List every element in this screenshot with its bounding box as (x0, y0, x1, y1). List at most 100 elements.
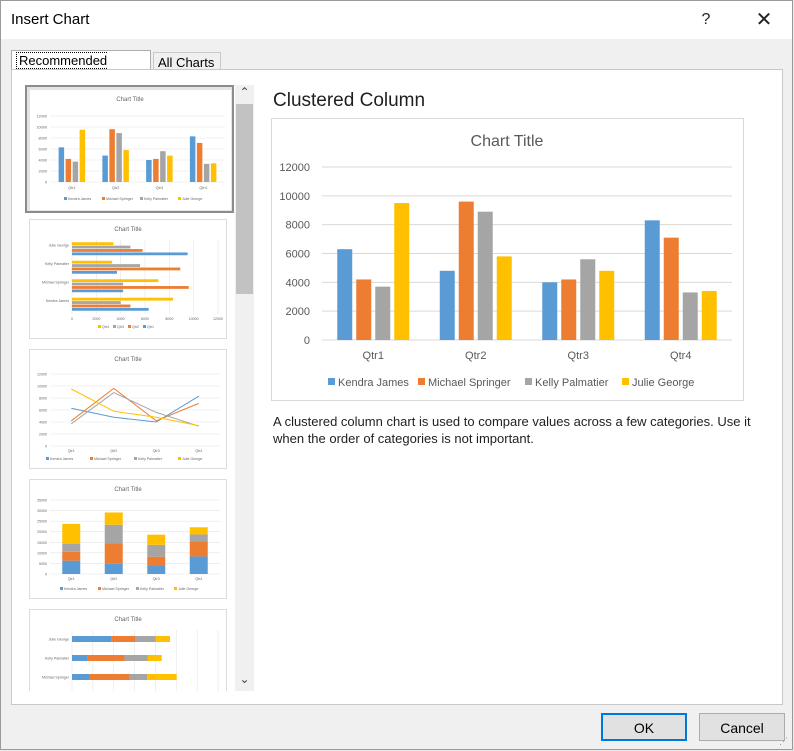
thumb-bar (72, 260, 113, 264)
scroll-up-arrow-icon[interactable]: ⌃ (239, 85, 250, 99)
thumb-y-tick: 10000 (37, 385, 47, 389)
thumb-stacked-segment (104, 512, 123, 525)
thumb-legend-swatch (64, 197, 67, 200)
thumb-stacked-segment (72, 674, 90, 680)
scroll-down-arrow-icon[interactable]: ⌄ (239, 672, 250, 686)
thumb-y-tick: 2000 (39, 170, 47, 174)
thumb-stacked-segment (147, 556, 166, 566)
thumb-stacked-segment (147, 565, 166, 574)
legend-swatch (622, 378, 629, 385)
y-tick-label: 0 (304, 335, 310, 347)
bar-kelly-palmatier-qtr4 (682, 292, 698, 340)
thumb-line-series (70, 392, 199, 427)
thumb-bar (203, 163, 210, 182)
thumb-line-series (71, 395, 200, 423)
thumb-bar (72, 242, 114, 246)
y-tick-label: 2000 (286, 306, 310, 318)
thumb-category-label: Kelly Palmatier (45, 657, 70, 661)
legend-swatch (418, 378, 425, 385)
thumbnail-stacked-bar[interactable]: Chart Title Julie George Kelly Palmatier Mi… (29, 609, 227, 691)
thumb-legend-swatch (174, 587, 177, 590)
thumb-stacked-segment (124, 655, 148, 661)
thumb-x-tick: Qtr3 (153, 577, 160, 581)
y-tick-label: 4000 (286, 277, 310, 289)
thumb-x-tick: 10000 (189, 317, 199, 321)
thumb-legend-entry: Qtr4 (102, 325, 109, 329)
thumb-y-tick: 25000 (37, 520, 47, 524)
thumb-title: Chart Title (114, 487, 142, 493)
help-button[interactable]: ? (701, 11, 711, 28)
thumb-y-tick: 10000 (36, 126, 47, 130)
thumb-y-tick: 12000 (36, 115, 47, 119)
thumb-y-tick: 0 (45, 573, 47, 577)
thumb-title: Chart Title (114, 227, 142, 233)
thumb-x-tick: Qtr4 (199, 186, 206, 190)
thumb-line-series (71, 388, 199, 427)
close-button[interactable]: ✕ (755, 9, 773, 31)
preview-chart-svg: Chart Title 0 2000 4000 6000 8000 10000 12000 Qt… (279, 133, 732, 389)
thumb-y-tick: 15000 (37, 541, 47, 545)
thumb-legend-entry: Julie George (182, 197, 202, 201)
bar-kelly-palmatier-qtr3 (580, 259, 596, 340)
thumb-x-tick: Qtr4 (195, 577, 202, 581)
tab-recommended-charts[interactable]: Recommended Charts (11, 50, 151, 88)
thumb-x-tick: Qtr2 (112, 186, 119, 190)
bar-kendra-james-qtr1 (337, 249, 353, 340)
bar-michael-springer-qtr2 (458, 201, 474, 340)
thumb-category-label: Kendra James (46, 299, 69, 303)
thumb-bar (72, 279, 159, 283)
thumb-bar (72, 289, 124, 293)
thumb-legend-swatch (178, 457, 181, 460)
thumb-legend-swatch (140, 197, 143, 200)
thumb-y-tick: 6000 (39, 409, 47, 413)
legend-entry: Michael Springer (428, 377, 511, 389)
thumbnail-clustered-bar[interactable]: Chart Title 0 2000 4000 6000 8000 10000 12000 Ju… (29, 219, 227, 339)
thumb-stacked-segment (62, 551, 81, 561)
bar-julie-george-qtr4 (701, 290, 717, 340)
thumb-bar (102, 155, 108, 182)
thumb-title: Chart Title (114, 617, 142, 623)
thumb-category-label: Michael Springer (42, 280, 70, 284)
thumb-legend-entry: Kelly Palmatier (140, 587, 165, 591)
thumb-bar (72, 307, 149, 311)
thumb-legend-entry: Qtr1 (147, 325, 154, 329)
thumb-legend-entry: Julie George (178, 587, 198, 591)
thumb-bar (72, 304, 131, 308)
thumb-bar (72, 286, 189, 289)
cancel-button[interactable]: Cancel (699, 713, 785, 741)
thumb-stacked-segment (104, 543, 123, 564)
thumb-stacked-segment (89, 674, 130, 680)
tab-all-charts[interactable]: All Charts (153, 52, 221, 70)
thumb-y-tick: 20000 (37, 530, 47, 534)
thumb-legend-swatch (136, 587, 139, 590)
thumbnail-line[interactable]: Chart Title 0 2000 4000 6000 8000 10000 12000 Qt… (29, 349, 227, 469)
chart-thumbnail-list: Chart Title 0 2000 4000 6000 8000 10000 12000 Qt… (25, 85, 255, 691)
thumb-category-label: Julie George (49, 638, 69, 642)
thumb-line-series (70, 387, 199, 422)
thumb-bar (72, 301, 121, 304)
thumbnail-scrollbar[interactable]: ⌃ ⌄ (235, 85, 254, 691)
thumb-x-tick: 6000 (141, 317, 149, 321)
thumb-bar (146, 160, 152, 182)
thumb-legend-entry: Michael Springer (106, 197, 134, 201)
thumb-y-tick: 4000 (39, 159, 47, 163)
chart-preview: Chart Title 0 2000 4000 6000 8000 10000 12000 Qt… (271, 118, 744, 401)
thumb-x-tick: 4000 (117, 317, 125, 321)
ok-button[interactable]: OK (601, 713, 687, 741)
resize-grip-icon[interactable]: ⋰ (779, 736, 788, 746)
thumb-stacked-segment (189, 556, 208, 574)
thumbnail-clustered-column[interactable]: Chart Title 0 2000 4000 6000 8000 10000 12000 Qt… (25, 85, 234, 213)
thumb-y-tick: 0 (45, 181, 47, 185)
thumb-legend-swatch (98, 587, 101, 590)
thumbnail-stacked-column[interactable]: Chart Title 0 5000 10000 15000 20000 25000 3000… (29, 479, 227, 599)
thumb-y-tick: 8000 (39, 397, 47, 401)
thumb-title: Chart Title (116, 97, 144, 103)
thumb-bar (72, 264, 141, 267)
thumb-stacked-segment (62, 523, 81, 544)
thumb-legend-swatch (102, 197, 105, 200)
legend-entry: Julie George (632, 377, 694, 389)
scroll-thumb[interactable] (236, 104, 253, 294)
thumb-title: Chart Title (114, 357, 142, 363)
thumb-legend-swatch (143, 325, 146, 328)
thumb-stacked-segment (87, 655, 125, 661)
